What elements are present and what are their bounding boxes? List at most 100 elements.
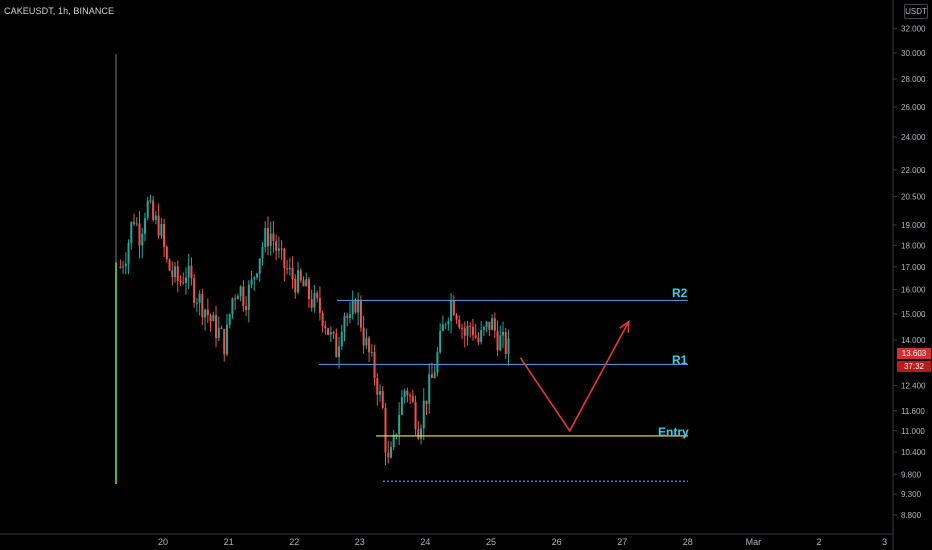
candle-body	[133, 222, 136, 224]
candle-body	[283, 248, 286, 269]
candle-body	[239, 286, 242, 296]
candle-body	[209, 315, 212, 322]
candle-body	[253, 277, 256, 280]
candle-body	[297, 270, 300, 293]
candle-body	[269, 233, 272, 247]
candle-body	[354, 300, 357, 313]
candle-body	[359, 300, 362, 328]
time-label: Mar	[746, 537, 762, 547]
currency-button[interactable]: USDT	[904, 4, 928, 19]
candle-body	[149, 200, 152, 202]
price-label: 14.000	[901, 336, 926, 345]
candle-body	[119, 266, 122, 268]
candle-body	[351, 300, 354, 315]
candle-body	[272, 233, 275, 241]
candle-body	[417, 429, 420, 439]
projection-path[interactable]	[519, 321, 630, 433]
candle-body	[370, 352, 373, 354]
price-label: 11.000	[901, 427, 925, 436]
candle-body	[266, 228, 269, 247]
candle-body	[376, 378, 379, 395]
current-price-tag: 13.603	[897, 348, 931, 359]
candle-body	[234, 298, 237, 300]
candle-body	[294, 279, 297, 293]
candle-body	[463, 328, 466, 336]
price-label: 10.400	[901, 448, 926, 457]
candle-body	[469, 325, 472, 327]
price-label: 12.400	[901, 382, 926, 391]
candle-body	[480, 329, 483, 342]
candle-body	[387, 452, 390, 458]
candle-body	[338, 346, 341, 358]
candle-body	[165, 246, 168, 260]
candle-body	[406, 390, 409, 396]
candle-body	[212, 315, 215, 322]
candle-body	[305, 279, 308, 287]
candle-body	[471, 326, 474, 336]
candle-body	[141, 233, 144, 246]
level-labels: R2 R1 Entry	[658, 286, 689, 439]
price-label: 9.800	[901, 470, 922, 479]
candle-body	[433, 372, 436, 378]
candles[interactable]	[115, 54, 510, 485]
candle-body	[124, 263, 127, 267]
candle-body	[439, 331, 442, 353]
candle-body	[491, 318, 494, 330]
entry-label: Entry	[658, 425, 689, 439]
price-label: 8.800	[901, 511, 922, 520]
time-axis[interactable]: 20 21 22 23 24 25 26 27 28 Mar 2 3	[0, 533, 893, 547]
candle-body	[450, 299, 453, 321]
candle-body	[280, 248, 283, 250]
candle-body	[392, 434, 395, 447]
candle-body	[447, 320, 450, 325]
candle-body	[122, 266, 125, 268]
candle-body	[324, 325, 327, 329]
price-axis[interactable]: 32.000 30.000 28.000 26.000 24.000 22.000 20.5…	[892, 0, 926, 550]
candle-body	[223, 328, 226, 355]
r2-label: R2	[672, 286, 688, 300]
candle-body	[381, 391, 384, 408]
candle-body	[444, 324, 447, 326]
candle-body	[286, 268, 289, 270]
price-label: 16.000	[901, 286, 926, 295]
candle-body	[414, 401, 417, 430]
candle-body	[291, 267, 294, 280]
candle-body	[493, 318, 496, 331]
level-lines[interactable]	[319, 299, 688, 482]
candle-body	[318, 297, 321, 313]
candle-body	[340, 331, 343, 347]
candle-body	[332, 332, 335, 334]
candle-body	[362, 327, 365, 346]
candle-body	[348, 314, 351, 318]
candle-body	[217, 327, 220, 338]
candle-body	[135, 223, 138, 225]
r1-label: R1	[672, 353, 688, 367]
candle-body	[310, 299, 313, 308]
candle-body	[256, 273, 259, 278]
candle-body	[146, 200, 149, 219]
candle-body	[179, 281, 182, 283]
time-label: 21	[224, 537, 234, 547]
candle-body	[346, 315, 349, 318]
candle-body	[357, 300, 360, 313]
price-label: 15.000	[901, 310, 926, 319]
candle-body	[389, 446, 392, 458]
candle-body	[485, 321, 488, 327]
candle-body	[461, 327, 464, 329]
time-label: 22	[289, 537, 299, 547]
candle-body	[184, 277, 187, 284]
time-label: 27	[617, 537, 627, 547]
price-label: 24.000	[901, 133, 926, 142]
candle-body	[130, 222, 133, 244]
candle-body	[496, 330, 499, 351]
candle-body	[154, 215, 157, 220]
price-label: 22.000	[901, 166, 926, 175]
candle-body	[411, 396, 414, 402]
candle-body	[482, 326, 485, 330]
candle-body	[195, 302, 198, 304]
candle-body	[458, 319, 461, 328]
symbol-title[interactable]: CAKEUSDT, 1h, BINANCE	[4, 6, 115, 16]
price-label: 26.000	[901, 103, 926, 112]
